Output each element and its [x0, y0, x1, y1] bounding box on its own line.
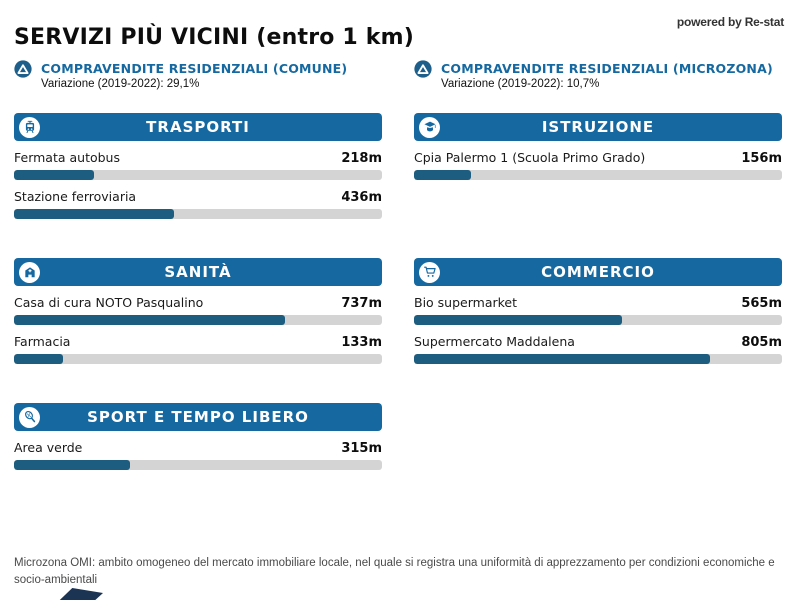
distance-bar-fill — [14, 315, 286, 325]
item-label: Area verde — [14, 440, 83, 455]
list-item: Bio supermarket 565m — [414, 295, 782, 325]
powered-by-label: powered by Re-stat — [676, 15, 784, 29]
distance-bar — [414, 170, 782, 180]
distance-bar-fill — [14, 170, 95, 180]
section-title: COMMERCIO — [541, 263, 655, 281]
distance-bar — [14, 354, 382, 364]
distance-bar — [14, 209, 382, 219]
stat-block-microzona: COMPRAVENDITE RESIDENZIALI (MICROZONA) V… — [414, 60, 782, 90]
stat-label: COMPRAVENDITE RESIDENZIALI (COMUNE) — [41, 61, 348, 76]
section-header: SPORT E TEMPO LIBERO — [14, 403, 382, 431]
distance-bar-fill — [414, 315, 622, 325]
stat-variation: Variazione (2019-2022): 29,1% — [41, 78, 200, 90]
footer-note: Microzona OMI: ambito omogeneo del merca… — [14, 557, 775, 587]
distance-bar — [414, 354, 782, 364]
item-label: Supermercato Maddalena — [414, 334, 575, 349]
section-title: SANITÀ — [164, 263, 232, 281]
shopping-cart-icon — [419, 261, 440, 283]
stat-block-comune: COMPRAVENDITE RESIDENZIALI (COMUNE) Vari… — [14, 60, 382, 90]
corner-decoration — [59, 588, 103, 600]
distance-bar-fill — [14, 209, 175, 219]
section-header: TRASPORTI — [14, 113, 382, 141]
hospital-icon — [19, 261, 40, 283]
section-sport-e-tempo-libero: SPORT E TEMPO LIBERO Area verde 315m — [14, 403, 382, 548]
list-item: Casa di cura NOTO Pasqualino 737m — [14, 295, 382, 325]
section-header: ISTRUZIONE — [414, 113, 782, 141]
distance-bar-fill — [14, 354, 63, 364]
section-istruzione: ISTRUZIONE Cpia Palermo 1 (Scuola Primo … — [414, 113, 782, 258]
list-item: Stazione ferroviaria 436m — [14, 189, 382, 219]
item-distance-value: 805m — [741, 335, 782, 350]
item-distance-value: 737m — [341, 296, 382, 311]
section-header: COMMERCIO — [414, 258, 782, 286]
distance-bar-fill — [414, 354, 711, 364]
list-item: Cpia Palermo 1 (Scuola Primo Grado) 156m — [414, 150, 782, 180]
item-label: Casa di cura NOTO Pasqualino — [14, 295, 204, 310]
triangle-up-circle-icon — [14, 60, 32, 78]
triangle-up-circle-icon — [414, 60, 432, 78]
section-trasporti: TRASPORTI Fermata autobus 218m Stazione … — [14, 113, 382, 258]
section-commercio: COMMERCIO Bio supermarket 565m Supermerc… — [414, 258, 782, 403]
column-left: TRASPORTI Fermata autobus 218m Stazione … — [14, 113, 382, 548]
list-item: Fermata autobus 218m — [14, 150, 382, 180]
section-title: TRASPORTI — [146, 118, 250, 136]
item-distance-value: 218m — [341, 151, 382, 166]
distance-bar — [14, 170, 382, 180]
graduate-icon — [419, 116, 440, 138]
item-distance-value: 133m — [341, 335, 382, 350]
column-right: ISTRUZIONE Cpia Palermo 1 (Scuola Primo … — [414, 113, 782, 403]
distance-bar — [14, 460, 382, 470]
section-title: SPORT E TEMPO LIBERO — [87, 408, 309, 426]
section-header: SANITÀ — [14, 258, 382, 286]
stat-variation: Variazione (2019-2022): 10,7% — [441, 78, 600, 90]
stat-label: COMPRAVENDITE RESIDENZIALI (MICROZONA) — [441, 61, 773, 76]
distance-bar — [14, 315, 382, 325]
item-label: Stazione ferroviaria — [14, 189, 137, 204]
item-label: Fermata autobus — [14, 150, 120, 165]
item-distance-value: 436m — [341, 190, 382, 205]
section-title: ISTRUZIONE — [541, 118, 655, 136]
distance-bar-fill — [414, 170, 472, 180]
tennis-racket-icon — [19, 406, 40, 428]
list-item: Area verde 315m — [14, 440, 382, 470]
section-sanita: SANITÀ Casa di cura NOTO Pasqualino 737m… — [14, 258, 382, 403]
distance-bar-fill — [14, 460, 130, 470]
item-distance-value: 565m — [741, 296, 782, 311]
item-label: Bio supermarket — [414, 295, 518, 310]
page-title: SERVIZI PIÙ VICINI (entro 1 km) — [14, 24, 415, 50]
list-item: Supermercato Maddalena 805m — [414, 334, 782, 364]
item-label: Farmacia — [14, 334, 71, 349]
tram-icon — [19, 116, 40, 138]
distance-bar — [414, 315, 782, 325]
item-distance-value: 315m — [341, 441, 382, 456]
item-distance-value: 156m — [741, 151, 782, 166]
list-item: Farmacia 133m — [14, 334, 382, 364]
item-label: Cpia Palermo 1 (Scuola Primo Grado) — [414, 150, 646, 165]
